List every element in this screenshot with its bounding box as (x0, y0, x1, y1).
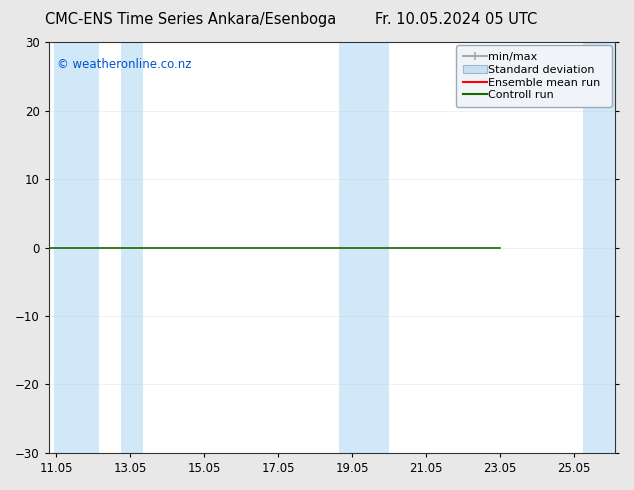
Text: © weatheronline.co.nz: © weatheronline.co.nz (57, 58, 191, 72)
Bar (583, 42, 615, 453)
Bar (55, 42, 99, 453)
Bar (339, 42, 361, 453)
Text: CMC-ENS Time Series Ankara/Esenboga: CMC-ENS Time Series Ankara/Esenboga (44, 12, 336, 27)
Legend: min/max, Standard deviation, Ensemble mean run, Controll run: min/max, Standard deviation, Ensemble me… (456, 46, 612, 107)
Bar (361, 42, 389, 453)
Text: Fr. 10.05.2024 05 UTC: Fr. 10.05.2024 05 UTC (375, 12, 538, 27)
Bar (121, 42, 143, 453)
